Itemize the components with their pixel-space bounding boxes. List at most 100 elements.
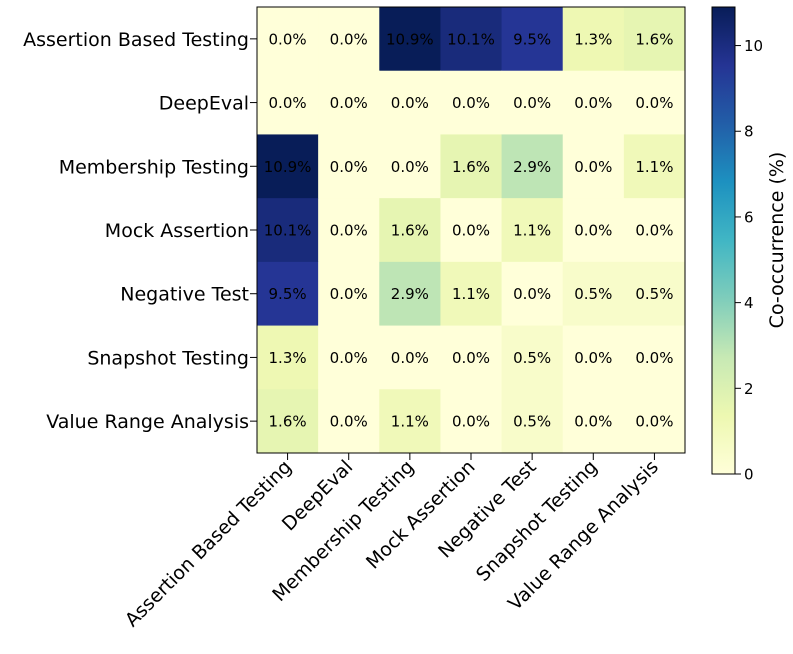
heatmap-cell xyxy=(623,261,686,327)
row-label: Mock Assertion xyxy=(105,220,249,242)
heatmap-cell xyxy=(501,261,564,327)
cell-value-label: 0.5% xyxy=(513,349,551,367)
heatmap-cell xyxy=(623,7,686,72)
heatmap-cell xyxy=(257,70,319,135)
cell-value-label: 0.0% xyxy=(513,285,551,303)
heatmap-cell xyxy=(379,325,441,390)
heatmap-cell xyxy=(318,134,380,199)
cell-value-label: 1.6% xyxy=(391,222,429,240)
cell-value-label: 1.3% xyxy=(574,30,612,48)
cell-value-label: 0.0% xyxy=(452,94,490,112)
cell-value-label: 0.0% xyxy=(269,94,307,112)
cell-value-label: 1.6% xyxy=(452,158,490,176)
cell-value-label: 0.0% xyxy=(330,349,368,367)
heatmap-cell xyxy=(379,261,441,327)
cell-value-label: 0.0% xyxy=(330,158,368,176)
heatmap-cell xyxy=(623,389,686,454)
cell-value-label: 0.0% xyxy=(635,349,673,367)
heatmap-cell xyxy=(501,198,564,263)
heatmap-cell xyxy=(440,198,503,263)
colorbar-tick-label: 4 xyxy=(744,294,754,312)
cell-value-label: 0.0% xyxy=(574,222,612,240)
heatmap-cell xyxy=(623,70,686,135)
row-label: Value Range Analysis xyxy=(46,411,249,433)
row-label: Membership Testing xyxy=(59,156,249,178)
heatmap-cell-labels: 0.0% 0.0% 10.9% 10.1% 9.5% 1.3% 1.6% 0.0% 0.0% 0.… xyxy=(264,30,674,430)
cell-value-label: 0.0% xyxy=(574,413,612,431)
cell-value-label: 0.0% xyxy=(635,94,673,112)
colorbar-tick-label: 0 xyxy=(744,466,754,484)
cell-value-label: 10.9% xyxy=(264,158,312,176)
cell-value-label: 0.5% xyxy=(513,413,551,431)
cell-value-label: 2.9% xyxy=(391,285,429,303)
cell-value-label: 0.0% xyxy=(330,94,368,112)
cell-value-label: 0.0% xyxy=(330,222,368,240)
heatmap-cell xyxy=(501,70,564,135)
cell-value-label: 1.3% xyxy=(269,349,307,367)
heatmap-cell xyxy=(501,325,564,390)
heatmap-cell xyxy=(257,134,319,199)
heatmap-cell xyxy=(379,198,441,263)
cell-value-label: 10.1% xyxy=(264,222,312,240)
heatmap-cell xyxy=(318,198,380,263)
heatmap-cell xyxy=(501,389,564,454)
cell-value-label: 0.5% xyxy=(574,285,612,303)
row-label: DeepEval xyxy=(159,93,249,115)
cell-value-label: 0.0% xyxy=(391,349,429,367)
cell-value-label: 0.0% xyxy=(574,94,612,112)
heatmap-cell xyxy=(562,389,625,454)
row-label: Negative Test xyxy=(120,284,249,306)
cell-value-label: 2.9% xyxy=(513,158,551,176)
cell-value-label: 0.0% xyxy=(452,413,490,431)
cell-value-label: 0.0% xyxy=(635,413,673,431)
heatmap-cell xyxy=(562,70,625,135)
heatmap-cell xyxy=(318,325,380,390)
cell-value-label: 0.0% xyxy=(269,30,307,48)
cell-value-label: 1.1% xyxy=(513,222,551,240)
cell-value-label: 0.0% xyxy=(330,413,368,431)
cell-value-label: 0.0% xyxy=(574,158,612,176)
heatmap-cell xyxy=(257,7,319,72)
cell-value-label: 0.0% xyxy=(330,285,368,303)
heatmap-cell xyxy=(440,389,503,454)
heatmap-cell xyxy=(379,134,441,199)
heatmap-cell xyxy=(562,198,625,263)
heatmap-cell xyxy=(318,70,380,135)
heatmap-cell xyxy=(257,261,319,327)
row-label: Snapshot Testing xyxy=(87,347,249,369)
heatmap-cells xyxy=(257,7,686,454)
cell-value-label: 1.6% xyxy=(635,30,673,48)
cell-value-label: 0.0% xyxy=(391,94,429,112)
row-labels: Assertion Based Testing DeepEval Membershi… xyxy=(23,29,257,433)
colorbar-tick-label: 6 xyxy=(744,208,754,226)
heatmap-cell xyxy=(318,7,380,72)
colorbar-tick-label: 2 xyxy=(744,380,754,398)
heatmap-cell xyxy=(318,261,380,327)
heatmap-cell xyxy=(501,7,564,72)
row-label: Assertion Based Testing xyxy=(23,29,249,51)
cell-value-label: 0.0% xyxy=(391,158,429,176)
heatmap-cell xyxy=(379,7,441,72)
colorbar xyxy=(711,6,736,475)
cell-value-label: 9.5% xyxy=(269,285,307,303)
heatmap-cell xyxy=(318,389,380,454)
heatmap-cell xyxy=(440,7,503,72)
heatmap-cell xyxy=(440,325,503,390)
cell-value-label: 0.0% xyxy=(330,30,368,48)
colorbar-ticks: 0 2 4 6 8 10 xyxy=(735,37,763,484)
cell-value-label: 1.6% xyxy=(269,413,307,431)
heatmap-cell xyxy=(440,261,503,327)
heatmap-cell xyxy=(562,261,625,327)
heatmap-cell xyxy=(623,134,686,199)
cell-value-label: 1.1% xyxy=(391,413,429,431)
heatmap-cell xyxy=(257,325,319,390)
cell-value-label: 1.1% xyxy=(635,158,673,176)
colorbar-tick-label: 10 xyxy=(744,37,763,55)
heatmap-cell xyxy=(379,389,441,454)
heatmap-cell xyxy=(379,70,441,135)
column-label: Mock Assertion xyxy=(362,456,480,574)
cell-value-label: 0.0% xyxy=(513,94,551,112)
cell-value-label: 0.0% xyxy=(452,222,490,240)
heatmap-cell xyxy=(562,7,625,72)
